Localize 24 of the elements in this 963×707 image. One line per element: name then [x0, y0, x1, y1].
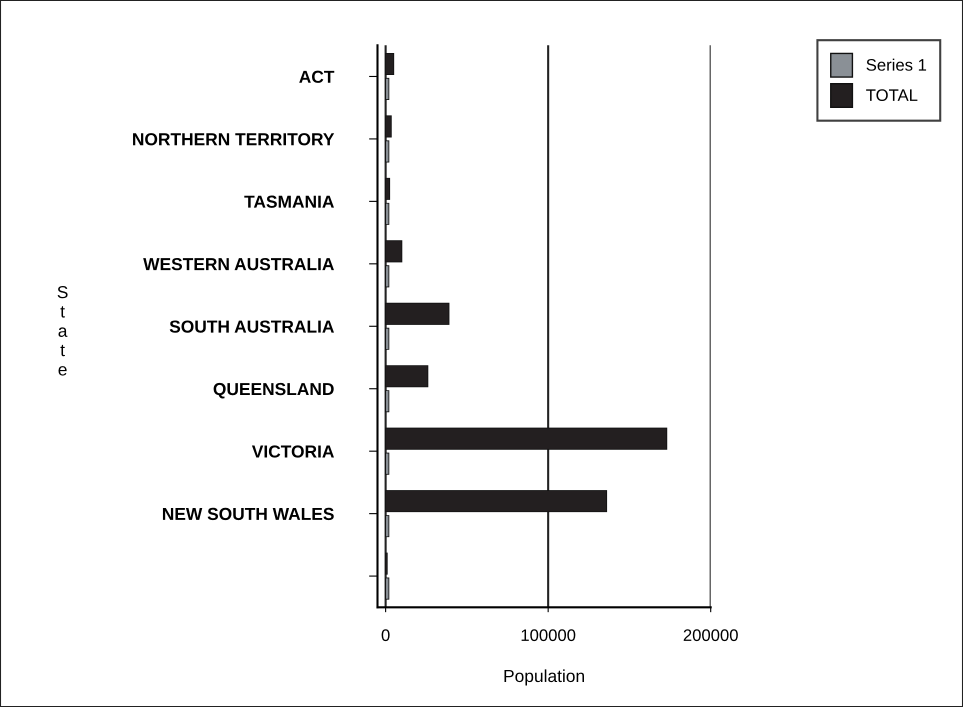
x-tick-label: 0	[382, 629, 390, 642]
legend-label: TOTAL	[866, 89, 918, 102]
y-tick-label: NEW SOUTH WALES	[162, 508, 334, 520]
bar	[385, 390, 390, 412]
y-tick-label: TASMANIA	[244, 196, 334, 208]
bar	[385, 578, 390, 600]
y-axis-title: State	[58, 286, 68, 376]
x-tick-label: 200000	[684, 629, 738, 642]
y-tick-label: NORTHERN TERRITORY	[133, 133, 334, 146]
y-tick-label: WESTERN AUSTRALIA	[143, 258, 334, 270]
y-tick-label: SOUTH AUSTRALIA	[170, 320, 334, 333]
y-tick-label: QUEENSLAND	[214, 382, 334, 398]
x-axis-title: Population	[504, 669, 584, 686]
legend-label: Series 1	[866, 58, 926, 71]
y-tick-label: ACT	[299, 70, 334, 83]
y-tick-label: VICTORIA	[252, 445, 334, 458]
bar	[385, 328, 390, 350]
bar	[385, 452, 390, 475]
bar	[385, 78, 390, 100]
bar	[385, 515, 390, 538]
x-tick-label: 100000	[522, 629, 576, 642]
bar	[385, 265, 390, 288]
bar	[385, 202, 390, 225]
bar	[385, 140, 390, 162]
